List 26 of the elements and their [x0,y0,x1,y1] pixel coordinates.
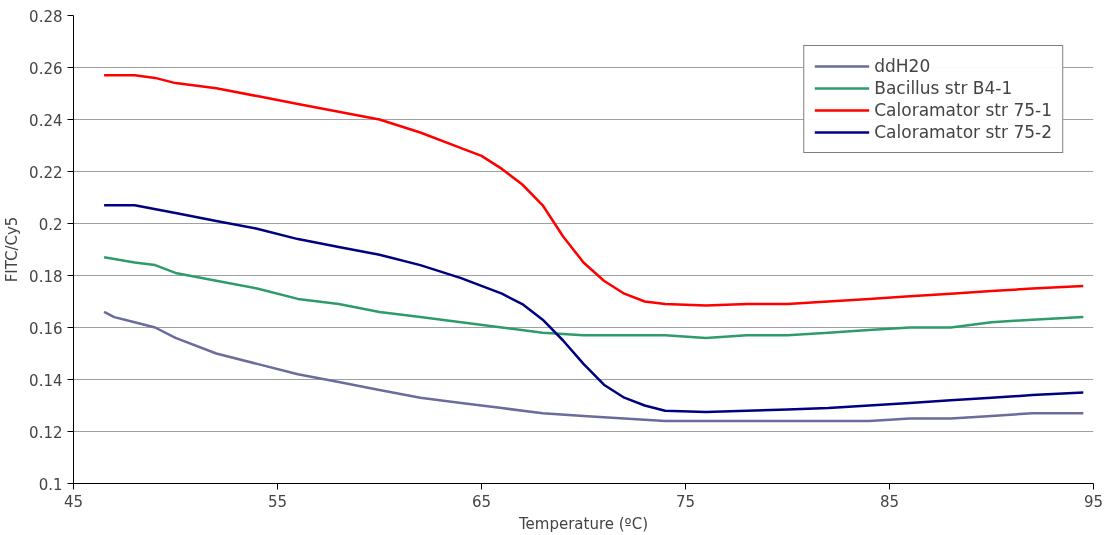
y-tick-label: 0.18 [29,267,63,286]
y-tick-label: 0.22 [29,163,63,182]
line-series [102,256,1085,340]
y-tick-label: 0.2 [38,215,63,234]
x-tick-label: 45 [63,492,84,511]
line-series [102,74,1085,307]
y-axis-title: FITC/Cy5 [3,216,22,283]
legend-label: ddH20 [874,56,931,76]
x-tick-label: 75 [675,492,696,511]
y-tick-label: 0.16 [29,319,63,338]
x-tick-label: 95 [1083,492,1104,511]
y-tick-label: 0.12 [29,423,63,442]
y-tick-label: 0.28 [29,7,63,26]
y-tick-label: 0.1 [38,475,63,494]
legend-label: Caloramator str 75-1 [874,100,1052,120]
y-tick-label: 0.26 [29,59,63,78]
x-tick-label: 65 [471,492,492,511]
y-tick-label: 0.14 [29,371,63,390]
legend-label: Bacillus str B4-1 [874,78,1013,98]
line-series [102,310,1085,423]
y-tick-label: 0.24 [29,111,63,130]
line-series [102,204,1085,414]
x-axis-title: Temperature (ºC) [517,514,649,533]
legend-label: Caloramator str 75-2 [874,122,1052,142]
x-tick-label: 85 [879,492,900,511]
x-tick-label: 55 [267,492,288,511]
